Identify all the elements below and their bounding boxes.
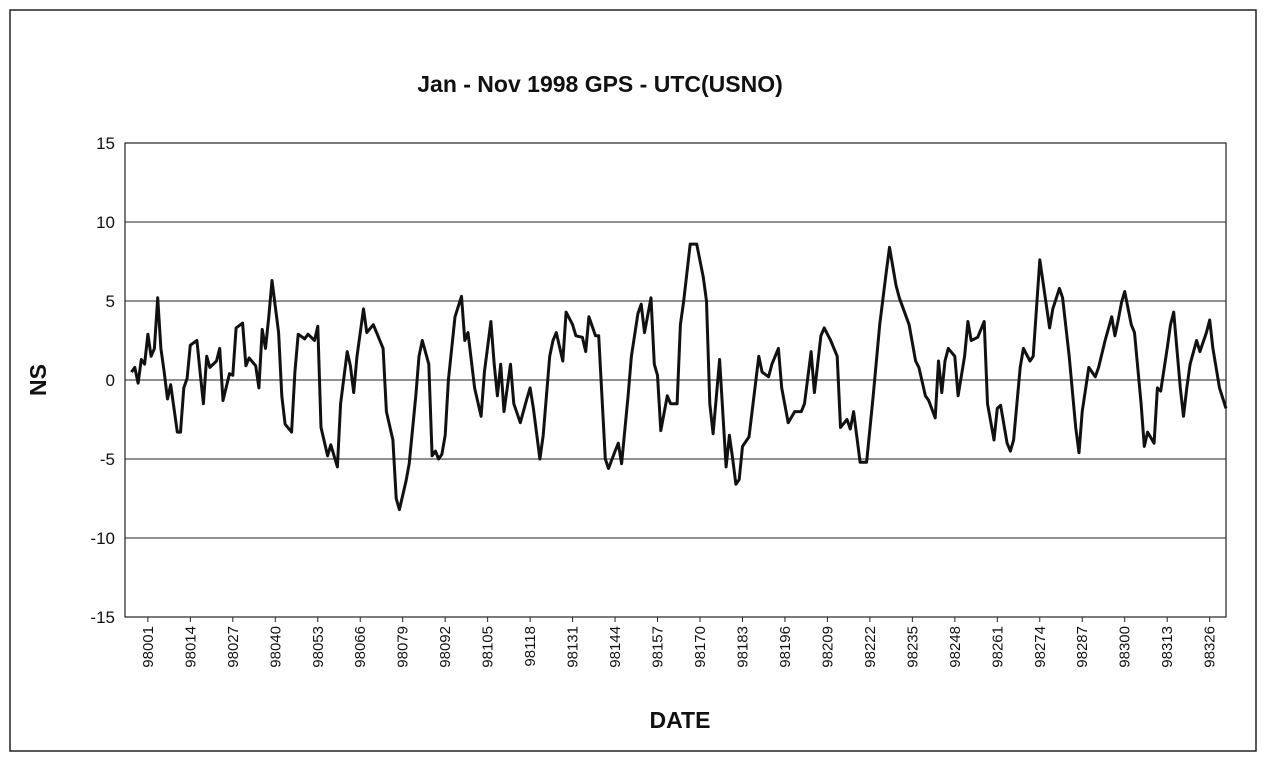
x-tick-label: 98053 xyxy=(310,626,327,668)
x-tick-label: 98300 xyxy=(1117,626,1134,668)
x-tick-label: 98131 xyxy=(565,626,582,668)
y-tick-label: 15 xyxy=(96,134,115,153)
x-tick-label: 98105 xyxy=(480,626,497,668)
x-tick-label: 98027 xyxy=(225,626,242,668)
x-tick-label: 98261 xyxy=(989,626,1006,668)
y-tick-label: -5 xyxy=(100,450,115,469)
frame xyxy=(9,9,1257,752)
x-tick-label: 98326 xyxy=(1202,626,1219,668)
x-tick-label: 98222 xyxy=(862,626,879,668)
data-line xyxy=(130,242,1228,512)
x-axis-label: DATE xyxy=(650,707,711,733)
y-axis-label: NS xyxy=(25,364,51,396)
y-tick-label: 0 xyxy=(106,371,115,390)
y-tick-label: 5 xyxy=(106,292,115,311)
x-tick-label: 98313 xyxy=(1159,626,1176,668)
x-tick-label: 98157 xyxy=(650,626,667,668)
x-tick-label: 98287 xyxy=(1074,626,1091,668)
x-tick-label: 98118 xyxy=(522,626,539,667)
chart-title: Jan - Nov 1998 GPS - UTC(USNO) xyxy=(417,71,783,97)
x-tick-label: 98235 xyxy=(904,626,921,668)
x-tick-label: 98209 xyxy=(819,626,836,668)
y-tick-label: 10 xyxy=(96,213,115,232)
x-tick-label: 98170 xyxy=(692,626,709,668)
y-tick-label: -15 xyxy=(90,608,115,627)
y-tick-label: -10 xyxy=(90,529,115,548)
x-tick-label: 98274 xyxy=(1032,626,1049,668)
x-tick-label: 98014 xyxy=(182,626,199,668)
x-tick-label: 98079 xyxy=(395,626,412,668)
x-tick-label: 98092 xyxy=(437,626,454,668)
x-tick-label: 98144 xyxy=(607,626,624,668)
x-tick-label: 98066 xyxy=(352,626,369,668)
x-tick-label: 98196 xyxy=(777,626,794,668)
x-tick-label: 98183 xyxy=(734,626,751,668)
x-tick-label: 98248 xyxy=(947,626,964,668)
x-tick-label: 98001 xyxy=(140,626,157,668)
x-tick-label: 98040 xyxy=(267,626,284,668)
